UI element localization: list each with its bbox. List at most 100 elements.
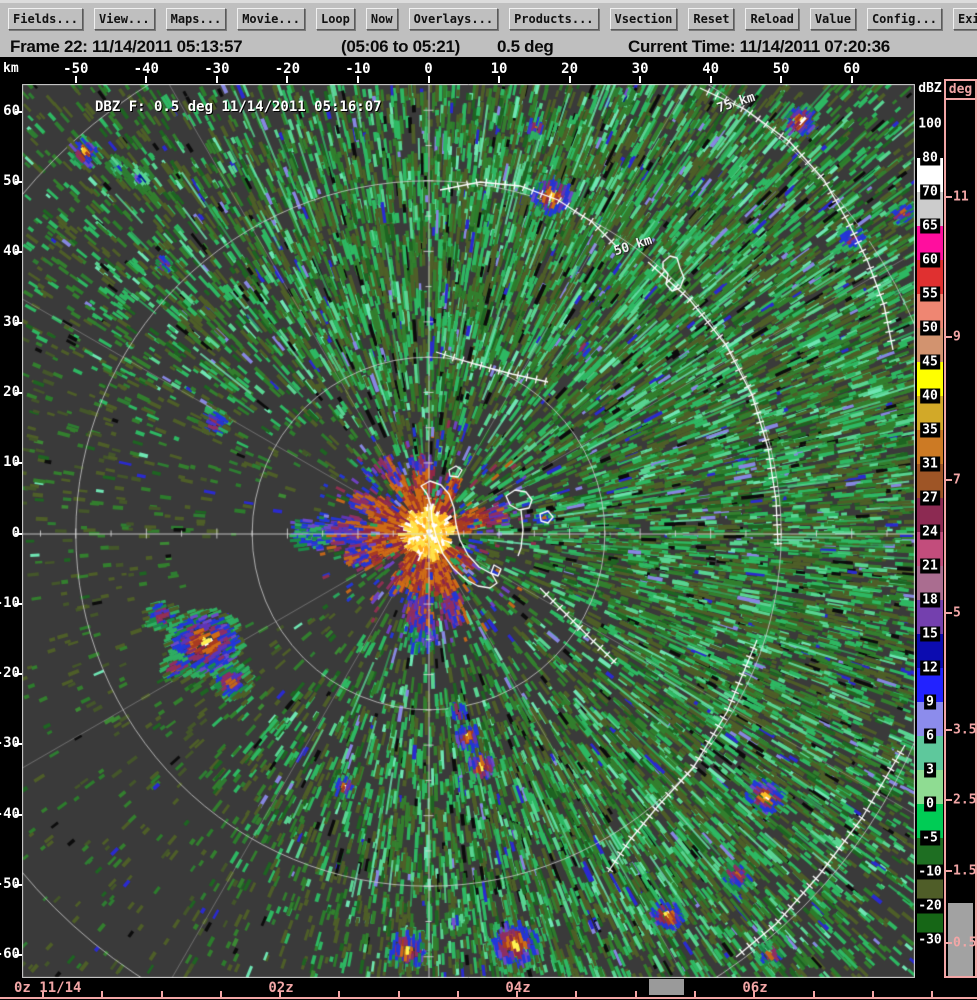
x-axis-label: -40 <box>133 61 159 77</box>
y-axis-tick <box>15 181 22 183</box>
y-axis-label: -50 <box>0 876 20 893</box>
colorbar-value-label: 18 <box>920 592 940 608</box>
x-axis-tick <box>427 76 430 83</box>
y-axis-label: -60 <box>0 946 20 963</box>
x-axis-label: 0 <box>424 61 433 77</box>
y-axis-tick <box>15 602 22 605</box>
timeline-tick <box>338 991 341 997</box>
y-axis-label: 30 <box>3 313 20 330</box>
x-axis-label: 50 <box>772 61 790 77</box>
colorbar-value-label: -20 <box>916 898 944 914</box>
elevation-tick <box>944 728 952 731</box>
y-axis-label: -20 <box>0 665 20 682</box>
y-axis-tick <box>15 743 22 746</box>
x-axis-tick <box>286 76 289 83</box>
toolbar-button-now[interactable]: Now <box>365 8 398 30</box>
y-axis-label: -30 <box>0 735 20 752</box>
x-axis-label: 60 <box>843 61 861 77</box>
current-time-label: Current Time: 11/14/2011 07:20:36 <box>628 37 890 56</box>
toolbar-button-maps[interactable]: Maps... <box>165 8 227 30</box>
timeline-tick <box>753 991 756 997</box>
x-axis-tick <box>639 76 642 83</box>
timeline-tick <box>219 991 222 997</box>
x-axis-tick <box>74 76 77 83</box>
y-axis-label: 20 <box>3 384 20 401</box>
elevation-label[interactable]: 5 <box>953 605 961 621</box>
elevation-label[interactable]: 0.5 <box>953 935 977 951</box>
y-axis-label: 50 <box>3 173 20 190</box>
colorbar-value-label: 100 <box>916 116 944 132</box>
elevation-tick <box>944 195 952 198</box>
timeline-start-label: 0z 11/14 <box>14 980 82 996</box>
toolbar: Fields... View... Maps... Movie... Loop Now Ov… <box>0 4 977 34</box>
timeline-tick <box>812 991 815 997</box>
elevation-label[interactable]: 7 <box>953 472 961 488</box>
x-axis-tick <box>568 76 571 83</box>
toolbar-button-config[interactable]: Config... <box>866 8 942 30</box>
left-axis: 6050403020100-10-20-30-40-50-60 <box>0 84 22 978</box>
top-axis: -50 -40 -30 -20 -10 0 10 20 30 40 50 60 <box>0 61 977 84</box>
toolbar-button-products[interactable]: Products... <box>509 8 599 30</box>
timeline-tick <box>693 991 696 997</box>
y-axis-tick <box>15 673 22 676</box>
colorbar-value-label: 45 <box>920 354 940 370</box>
timeline-tick <box>931 991 934 997</box>
timeline-tick <box>456 991 459 997</box>
toolbar-button-view[interactable]: View... <box>94 8 155 30</box>
elevation-selector[interactable]: 11 9 7 5 3.5 2.5 1.5 0.5 <box>944 100 977 978</box>
toolbar-button-exit[interactable]: Exit <box>952 8 977 30</box>
radar-ppi-display[interactable] <box>22 84 915 978</box>
elevation-tick <box>944 336 952 339</box>
x-axis-tick <box>498 76 501 83</box>
y-axis-tick <box>15 321 22 324</box>
colorbar-value-label: 0 <box>924 796 936 812</box>
colorbar-value-label: 60 <box>920 252 940 268</box>
timeline-hour-label: 04z <box>505 980 531 996</box>
colorbar-value-label: 31 <box>920 456 940 472</box>
y-axis-tick <box>15 110 22 113</box>
toolbar-button-overlays[interactable]: Overlays... <box>408 8 499 30</box>
timeline-current-frame-marker[interactable] <box>649 979 684 995</box>
toolbar-button-reset[interactable]: Reset <box>688 8 735 30</box>
elevation-label[interactable]: 11 <box>953 189 969 205</box>
x-axis-label: 10 <box>490 61 508 77</box>
time-scale[interactable]: 0z 11/14 02z 04z 06z <box>0 978 977 1000</box>
elevation-label[interactable]: 3.5 <box>953 722 977 738</box>
timeline-tick <box>397 991 400 997</box>
elevation-selected-highlight[interactable] <box>948 903 973 976</box>
toolbar-button-vsection[interactable]: Vsection <box>609 8 678 30</box>
x-axis-label: -20 <box>274 61 301 77</box>
y-axis-label: 40 <box>3 243 20 260</box>
elevation-label[interactable]: 1.5 <box>953 863 977 879</box>
colorbar-value-label: -5 <box>920 830 940 846</box>
elevation-label[interactable]: 9 <box>953 329 961 345</box>
timeline-tick <box>575 991 578 997</box>
toolbar-button-reload[interactable]: Reload <box>745 8 799 30</box>
timeline-tick <box>160 991 163 997</box>
elevation-tick <box>944 869 952 872</box>
toolbar-button-loop[interactable]: Loop <box>315 8 355 30</box>
elevation-label[interactable]: 2.5 <box>953 792 977 808</box>
frame-label: Frame 22: 11/14/2011 05:13:57 <box>10 37 243 56</box>
x-axis-label: 20 <box>561 61 579 77</box>
x-axis-label: -50 <box>63 61 89 77</box>
colorbar-value-label: 65 <box>920 218 940 234</box>
x-axis-label: 40 <box>702 61 720 77</box>
colorbar-value-label: 35 <box>920 422 940 438</box>
colorbar-value-label: 12 <box>920 660 940 676</box>
elevation-tick <box>944 798 952 801</box>
toolbar-button-fields[interactable]: Fields... <box>8 8 84 30</box>
toolbar-button-value[interactable]: Value <box>809 8 856 30</box>
x-axis-label: 30 <box>631 61 649 77</box>
colorbar-value-label: 9 <box>924 694 936 710</box>
y-axis-label: 60 <box>3 102 20 119</box>
y-axis-tick <box>15 462 22 465</box>
frame-elevation-label: 0.5 deg <box>497 37 554 56</box>
elevation-tick <box>944 611 952 614</box>
y-axis-tick <box>15 251 22 254</box>
timeline-tick <box>101 991 104 997</box>
toolbar-button-movie[interactable]: Movie... <box>237 8 305 30</box>
x-axis-tick <box>850 76 853 83</box>
timeline-tick <box>279 991 282 997</box>
elevation-tick <box>944 479 952 482</box>
